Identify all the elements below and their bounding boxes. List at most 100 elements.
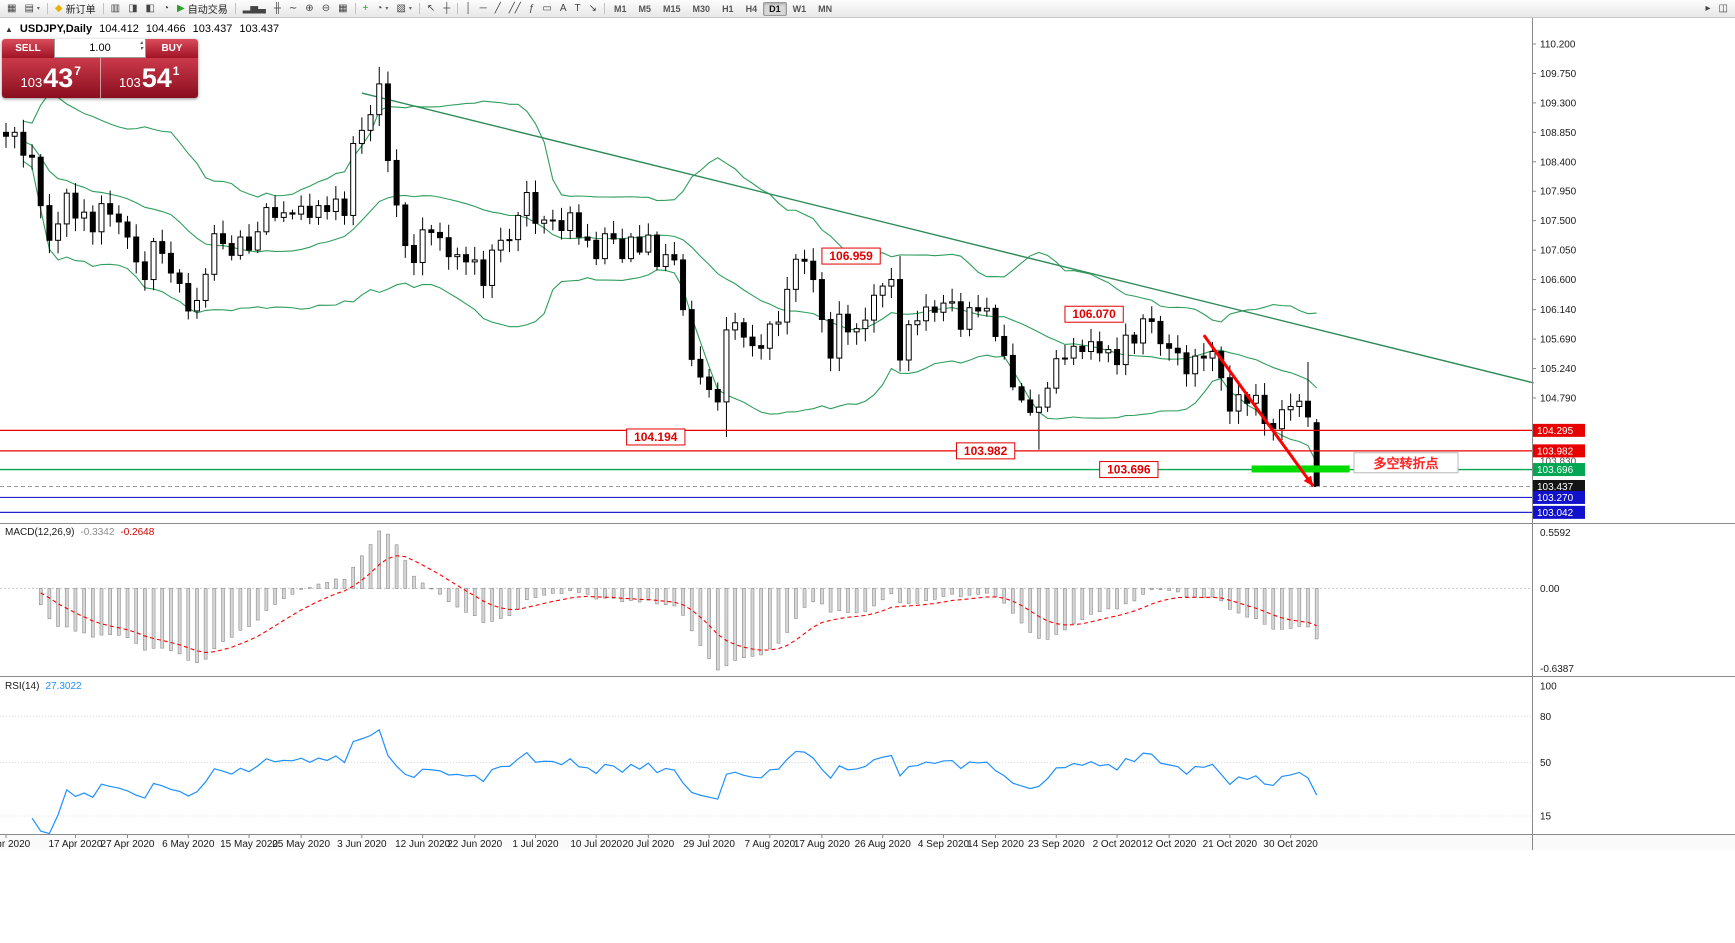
tf-M15-button[interactable]: M15 (663, 3, 681, 14)
spinner-down-icon[interactable]: ▾ (139, 46, 143, 52)
svg-text:多空转折点: 多空转折点 (1373, 456, 1438, 471)
templates-icon: ▧ (396, 2, 406, 14)
buy-button[interactable]: BUY (146, 39, 198, 58)
svg-text:0.5592: 0.5592 (1540, 528, 1571, 539)
svg-text:7 Aug 2020: 7 Aug 2020 (745, 839, 796, 850)
tf-H4-button[interactable]: H4 (745, 3, 758, 14)
toolbar-autotrading-button[interactable]: ▶ 自动交易 (173, 0, 232, 17)
tf-D1-button[interactable]: D1 (763, 1, 787, 16)
toolbar-bar-chart-mode-button[interactable]: ▂▅▃ (239, 0, 270, 17)
svg-text:12 Oct 2020: 12 Oct 2020 (1142, 839, 1197, 850)
svg-text:23 Sep 2020: 23 Sep 2020 (1028, 839, 1085, 850)
toolbar-tile-windows-button[interactable]: ▦ (334, 0, 351, 17)
chevron-down-icon: ▾ (36, 6, 40, 12)
indicator-axis: 0.5592 0.00 -0.6387 100 80 50 15 (1540, 528, 1574, 822)
toolbar-vertical-line-button[interactable]: │ (461, 0, 475, 17)
svg-text:103.696: 103.696 (1107, 463, 1151, 477)
data-window-icon: ◨ (128, 2, 138, 14)
svg-text:7 Apr 2020: 7 Apr 2020 (0, 839, 31, 850)
horizontal-lines[interactable] (0, 429, 1532, 513)
toolbar-arrows-button[interactable]: ↘ (585, 0, 601, 17)
tf-MN-button[interactable]: MN (818, 3, 833, 14)
buy-price[interactable]: 103 54 1 (101, 58, 199, 98)
toolbar-line-chart-mode-button[interactable]: ∼ (285, 0, 301, 17)
svg-text:12 Jun 2020: 12 Jun 2020 (395, 839, 450, 850)
price-label-103.696[interactable]: 103.696 (1099, 461, 1159, 479)
price-label-103.982[interactable]: 103.982 (955, 442, 1016, 460)
autotrading-icon: ▶ (177, 2, 185, 14)
toolbar-separator (102, 3, 104, 14)
svg-text:15: 15 (1540, 811, 1552, 822)
price-badge-103.696: 103.696 (1533, 463, 1585, 477)
docking-icon: ◫ (1718, 2, 1728, 14)
toolbar-profiles-button[interactable]: ▤ ▾ (20, 0, 43, 17)
toolbar-chart-shift-button[interactable]: ▸ (1702, 0, 1715, 17)
toolbar-shapes-button[interactable]: ▭ (538, 0, 555, 17)
toolbar-text-label-button[interactable]: T (571, 0, 585, 17)
toolbar-crosshair-button[interactable]: ┼ (439, 0, 454, 17)
tf-M5-button[interactable]: M5 (638, 3, 652, 14)
toolbar-new-chart-button[interactable]: ▦ (3, 0, 20, 17)
tf-W1-button[interactable]: W1 (792, 3, 807, 14)
price-axis[interactable]: 110.200 109.750 109.300 108.850 108.400 107.9… (1532, 40, 1585, 519)
chart-canvas[interactable]: 106.959 106.070 104.194 103.982 103.696 多空转折点… (0, 17, 1735, 943)
toolbar-templates-button[interactable]: ▧ ▾ (392, 0, 415, 17)
svg-text:10 Jul 2020: 10 Jul 2020 (570, 839, 622, 850)
sell-price[interactable]: 103 43 7 (2, 58, 100, 98)
toolbar-horizontal-line-button[interactable]: ─ (476, 0, 491, 17)
toolbar-strategy-tester-button[interactable]: ◔ (159, 0, 173, 17)
svg-text:25 May 2020: 25 May 2020 (272, 839, 330, 850)
pane-separators[interactable] (0, 523, 1735, 835)
toolbar-data-window-button[interactable]: ◨ (124, 0, 141, 17)
svg-text:103.982: 103.982 (1537, 446, 1574, 457)
toolbar-separator (457, 3, 459, 14)
toolbar-equidistant-channel-button[interactable]: ╱╱ (505, 0, 525, 17)
svg-text:105.240: 105.240 (1540, 364, 1577, 375)
toolbar-zoom-in-button[interactable]: ⊕ (301, 0, 317, 17)
tf-M30-button[interactable]: M30 (692, 3, 711, 14)
toolbar-periods-button[interactable]: ◔ ▾ (372, 0, 392, 17)
toolbar-fibonacci-button[interactable]: ƒ (525, 0, 539, 17)
price-label-106.959[interactable]: 106.959 (821, 247, 881, 265)
tile-windows-icon: ▦ (338, 2, 348, 14)
rsi-line (31, 728, 1318, 835)
toolbar-docking-button[interactable]: ◫ (1715, 0, 1732, 17)
market-watch-icon: ▥ (110, 2, 121, 14)
breakdown-arrow[interactable] (1202, 334, 1315, 488)
sell-price-big: 43 (43, 62, 74, 93)
toolbar-new-order-button[interactable]: ◆ 新订单 (51, 0, 100, 17)
annotation-turning-point[interactable]: 多空转折点 (1353, 452, 1459, 474)
toolbar-text-button[interactable]: A (556, 0, 571, 17)
svg-text:106.070: 106.070 (1072, 307, 1116, 321)
price-label-106.070[interactable]: 106.070 (1064, 305, 1124, 323)
sell-button[interactable]: SELL (2, 39, 54, 58)
one-click-toggle[interactable]: ▲ (5, 24, 13, 34)
toolbar-zoom-out-button[interactable]: ⊖ (318, 0, 334, 17)
tf-M1-button[interactable]: M1 (614, 3, 627, 14)
toolbar-market-watch-button[interactable]: ▥ (107, 0, 124, 17)
svg-text:15 May 2020: 15 May 2020 (220, 839, 278, 850)
price-label-104.194[interactable]: 104.194 (626, 428, 686, 446)
volume-spinner[interactable]: ▴ ▾ (140, 40, 143, 52)
tf-H1-button[interactable]: H1 (722, 3, 734, 14)
toolbar-indicators-button[interactable]: + (359, 0, 373, 17)
price-badge-103.042: 103.042 (1533, 505, 1585, 519)
macd-label: MACD(12,26,9) -0.3342 -0.2648 (5, 527, 154, 538)
price-label-boxes[interactable]: 106.959 106.070 104.194 103.982 103.696 (626, 247, 1159, 479)
toolbar-navigator-button[interactable]: ◧ (142, 0, 159, 17)
volume-input[interactable]: 1.00 ▴ ▾ (54, 39, 146, 58)
toolbar-candlestick-mode-button[interactable]: ╫ (270, 0, 285, 17)
spinner-up-icon[interactable]: ▴ (139, 40, 143, 46)
svg-text:29 Jul 2020: 29 Jul 2020 (683, 839, 735, 850)
svg-text:103.437: 103.437 (1537, 482, 1574, 493)
toolbar-trendline-button[interactable]: ╱ (491, 0, 505, 17)
fibonacci-icon: ƒ (528, 2, 535, 14)
strategy-tester-icon: ◔ (162, 2, 170, 14)
svg-text:103.982: 103.982 (964, 444, 1008, 458)
svg-text:80: 80 (1540, 712, 1552, 723)
shapes-icon: ▭ (542, 2, 552, 14)
descending-trendline[interactable] (361, 92, 1534, 384)
toolbar-cursor-button[interactable]: ↖ (423, 0, 439, 17)
